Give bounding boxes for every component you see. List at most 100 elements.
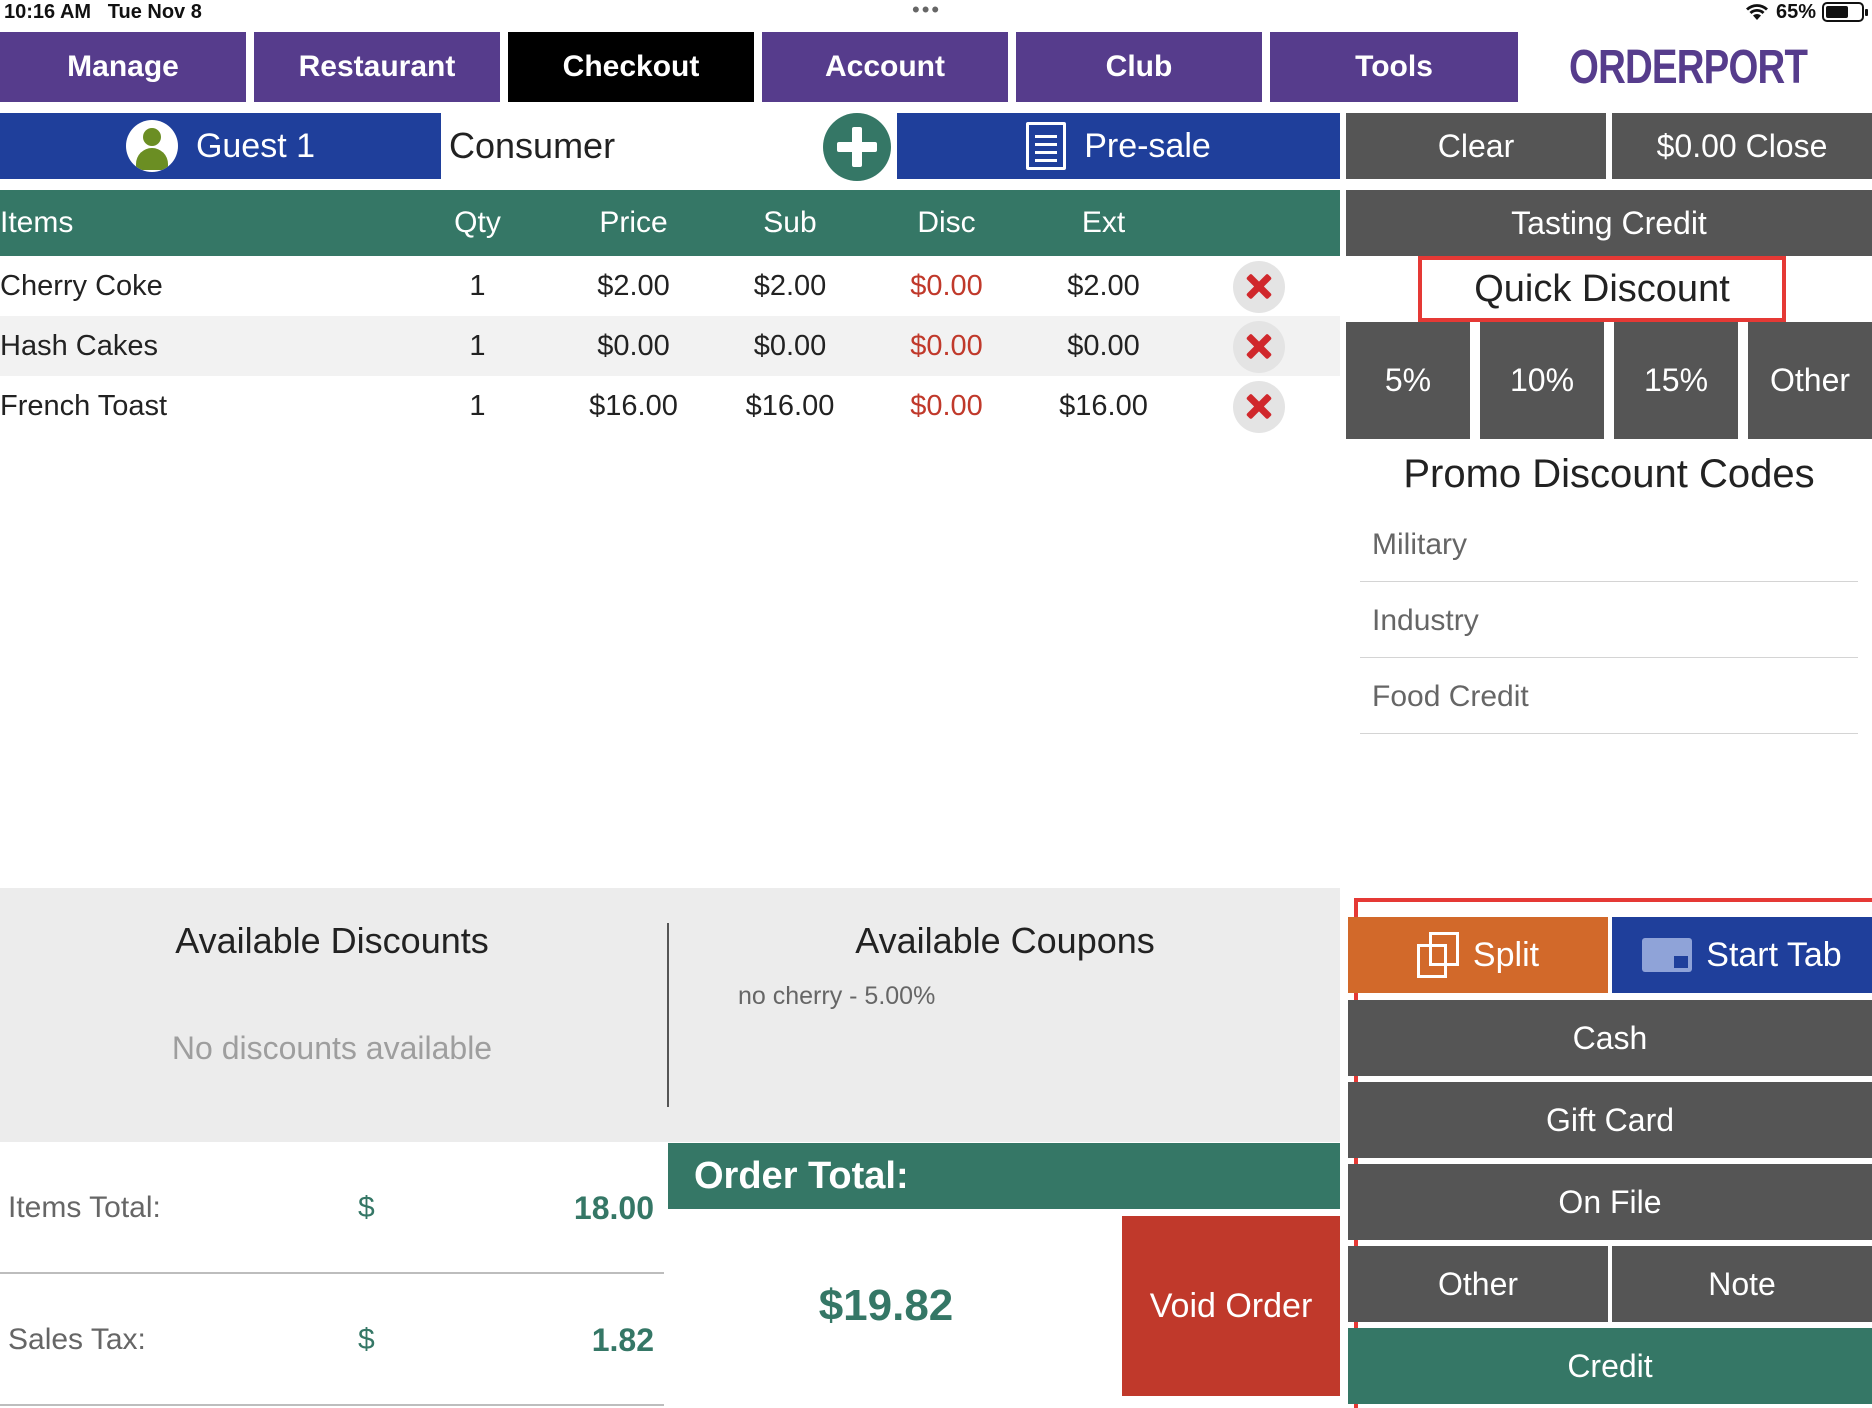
- table-row[interactable]: Hash Cakes 1 $0.00 $0.00 $0.00 $0.00: [0, 316, 1340, 376]
- document-icon: [1026, 122, 1067, 170]
- presale-label: Pre-sale: [1084, 126, 1211, 165]
- status-date: Tue Nov 8: [107, 1, 202, 23]
- tab-manage[interactable]: Manage: [0, 32, 246, 102]
- item-ext: $0.00: [1067, 329, 1140, 362]
- battery-icon: [1822, 2, 1868, 22]
- presale-button[interactable]: Pre-sale: [897, 113, 1340, 179]
- column-header-sub: Sub: [763, 206, 817, 239]
- item-qty: 1: [469, 329, 486, 362]
- split-label: Split: [1472, 935, 1540, 974]
- multitask-dots[interactable]: •••: [912, 0, 942, 22]
- battery-percent: 65%: [1775, 0, 1816, 23]
- item-qty: 1: [469, 389, 486, 422]
- gift-card-label: Gift Card: [1545, 1101, 1675, 1138]
- user-avatar-icon: [125, 120, 178, 172]
- cash-button[interactable]: Cash: [1348, 1000, 1872, 1076]
- tab-label: Club: [1105, 50, 1173, 83]
- sales-tax-value: 1.82: [591, 1321, 654, 1358]
- promo-code-food-credit[interactable]: Food Credit: [1360, 660, 1858, 734]
- clear-label: Clear: [1437, 127, 1515, 164]
- void-order-button[interactable]: Void Order: [1122, 1216, 1340, 1396]
- item-price: $16.00: [589, 389, 678, 422]
- copy-icon: [1416, 932, 1459, 978]
- discount-5-button[interactable]: 5%: [1346, 322, 1470, 439]
- available-discounts-title: Available Discounts: [175, 920, 489, 961]
- item-price: $2.00: [597, 269, 670, 302]
- sales-tax-row: Sales Tax: $ 1.82: [0, 1276, 664, 1406]
- note-label: Note: [1708, 1265, 1776, 1302]
- discount-10-button[interactable]: 10%: [1480, 322, 1604, 439]
- items-total-value: 18.00: [573, 1189, 654, 1226]
- items-table-header: Items Qty Price Sub Disc Ext: [0, 190, 1340, 256]
- on-file-button[interactable]: On File: [1348, 1164, 1872, 1240]
- tab-account[interactable]: Account: [762, 32, 1008, 102]
- item-ext: $16.00: [1059, 389, 1148, 422]
- customer-type: Consumer: [449, 125, 616, 166]
- status-indicators: 65%: [1744, 0, 1868, 24]
- order-total-label: Order Total:: [668, 1143, 1340, 1209]
- promo-codes-title: Promo Discount Codes: [1403, 451, 1815, 496]
- tasting-credit-button[interactable]: Tasting Credit: [1346, 190, 1872, 256]
- battery-fill: [1826, 6, 1849, 18]
- on-file-label: On File: [1558, 1183, 1662, 1220]
- orderport-logo: ORDERPORT: [1563, 32, 1863, 102]
- tab-club[interactable]: Club: [1016, 32, 1262, 102]
- start-tab-button[interactable]: Start Tab: [1612, 917, 1872, 993]
- discount-label: 5%: [1384, 362, 1432, 398]
- sales-tax-label: Sales Tax:: [8, 1323, 146, 1356]
- item-name: Cherry Coke: [0, 269, 163, 302]
- column-header-qty: Qty: [454, 206, 501, 239]
- discounts-panel: [0, 888, 1340, 1142]
- column-header-items: Items: [0, 206, 74, 239]
- note-button[interactable]: Note: [1612, 1246, 1872, 1322]
- clear-button[interactable]: Clear: [1346, 113, 1606, 179]
- close-button[interactable]: $0.00 Close: [1612, 113, 1872, 179]
- credit-label: Credit: [1567, 1347, 1653, 1384]
- table-row[interactable]: Cherry Coke 1 $2.00 $2.00 $0.00 $2.00: [0, 256, 1340, 316]
- delete-item-icon[interactable]: [1233, 381, 1285, 433]
- tab-checkout[interactable]: Checkout: [508, 32, 754, 102]
- credit-button[interactable]: Credit: [1348, 1328, 1872, 1404]
- item-sub: $0.00: [753, 329, 827, 362]
- discount-other-button[interactable]: Other: [1748, 322, 1872, 439]
- tasting-credit-label: Tasting Credit: [1511, 204, 1707, 241]
- tab-label: Checkout: [562, 50, 700, 83]
- tab-restaurant[interactable]: Restaurant: [254, 32, 500, 102]
- add-customer-button[interactable]: [823, 113, 891, 181]
- tab-label: Account: [825, 50, 945, 83]
- delete-item-icon[interactable]: [1233, 321, 1285, 373]
- discount-label: 15%: [1643, 362, 1709, 398]
- other-payment-button[interactable]: Other: [1348, 1246, 1608, 1322]
- close-label: $0.00 Close: [1656, 127, 1828, 164]
- tab-label: Manage: [67, 50, 179, 83]
- delete-item-icon[interactable]: [1233, 261, 1285, 313]
- item-disc: $0.00: [910, 389, 983, 422]
- table-row[interactable]: French Toast 1 $16.00 $16.00 $0.00 $16.0…: [0, 376, 1340, 436]
- split-button[interactable]: Split: [1348, 917, 1608, 993]
- coupon-item[interactable]: no cherry - 5.00%: [738, 982, 936, 1010]
- item-disc: $0.00: [910, 269, 983, 302]
- guest-button[interactable]: Guest 1: [0, 113, 441, 179]
- other-payment-label: Other: [1437, 1265, 1519, 1302]
- tab-tools[interactable]: Tools: [1270, 32, 1518, 102]
- items-total-currency: $: [358, 1191, 375, 1224]
- promo-code-industry[interactable]: Industry: [1360, 584, 1858, 658]
- tab-label: Tools: [1355, 50, 1433, 83]
- available-coupons-title: Available Coupons: [855, 920, 1155, 961]
- gift-card-button[interactable]: Gift Card: [1348, 1082, 1872, 1158]
- column-header-price: Price: [599, 206, 668, 239]
- discount-15-button[interactable]: 15%: [1614, 322, 1738, 439]
- order-total-value: $19.82: [818, 1281, 954, 1330]
- item-ext: $2.00: [1067, 269, 1140, 302]
- start-tab-label: Start Tab: [1706, 935, 1842, 974]
- item-price: $0.00: [597, 329, 670, 362]
- cash-label: Cash: [1572, 1019, 1648, 1056]
- logo-text: ORDERPORT: [1569, 40, 1808, 94]
- promo-code-military[interactable]: Military: [1360, 508, 1858, 582]
- status-clock: 10:16 AM: [4, 1, 92, 23]
- item-sub: $16.00: [745, 389, 835, 422]
- item-name: French Toast: [0, 389, 168, 422]
- column-header-ext: Ext: [1081, 206, 1126, 239]
- card-icon: [1642, 938, 1693, 972]
- panel-divider: [667, 923, 669, 1107]
